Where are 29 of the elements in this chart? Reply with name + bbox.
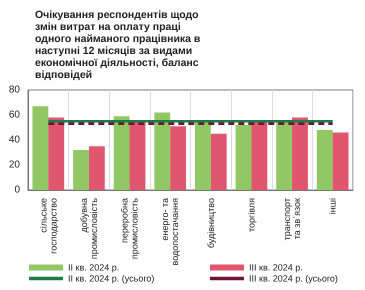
chart-title: Очікування респондентів щодо змін витрат на оплату праці одного найманого працівника в наступні 12 місяців за видами економічної діяльності, баланс відповідей (35, 9, 204, 81)
legend-label: III кв. 2024 р. (249, 262, 303, 272)
bar (292, 118, 308, 190)
x-tick-label: інші (328, 198, 338, 214)
bar (251, 122, 268, 190)
bar (32, 106, 48, 190)
y-tick-label: 80 (8, 84, 20, 96)
y-tick-label: 60 (8, 110, 20, 120)
x-tick-label: сільське господарство (38, 198, 58, 254)
bar (130, 121, 146, 190)
bar (170, 126, 186, 190)
y-tick-label: 20 (8, 160, 20, 170)
y-tick-label: 40 (8, 134, 20, 146)
bar (194, 122, 211, 190)
bar (332, 132, 349, 190)
bar (154, 112, 170, 190)
legend-label: II кв. 2024 р. (68, 262, 120, 272)
x-tick-label: будівництво (206, 198, 216, 248)
bar (210, 134, 227, 190)
legend-label: III кв. 2024 р. (усього) (249, 274, 338, 284)
bar (73, 150, 89, 190)
bar (88, 146, 105, 190)
bar (236, 125, 252, 190)
legend-label: II кв. 2024 р. (усього) (68, 274, 154, 284)
bar (48, 118, 64, 190)
y-tick-label: 0 (14, 184, 20, 196)
bar (114, 116, 130, 190)
bar (316, 130, 333, 190)
x-tick-label: торгівля (246, 198, 256, 232)
